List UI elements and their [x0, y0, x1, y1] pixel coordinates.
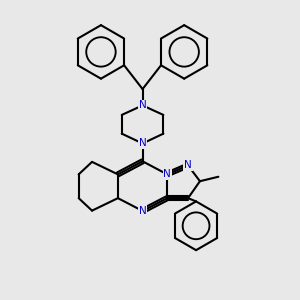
Text: N: N [139, 139, 146, 148]
Text: N: N [164, 169, 171, 179]
Text: N: N [139, 100, 146, 110]
Text: N: N [139, 206, 146, 216]
Text: N: N [184, 160, 192, 170]
